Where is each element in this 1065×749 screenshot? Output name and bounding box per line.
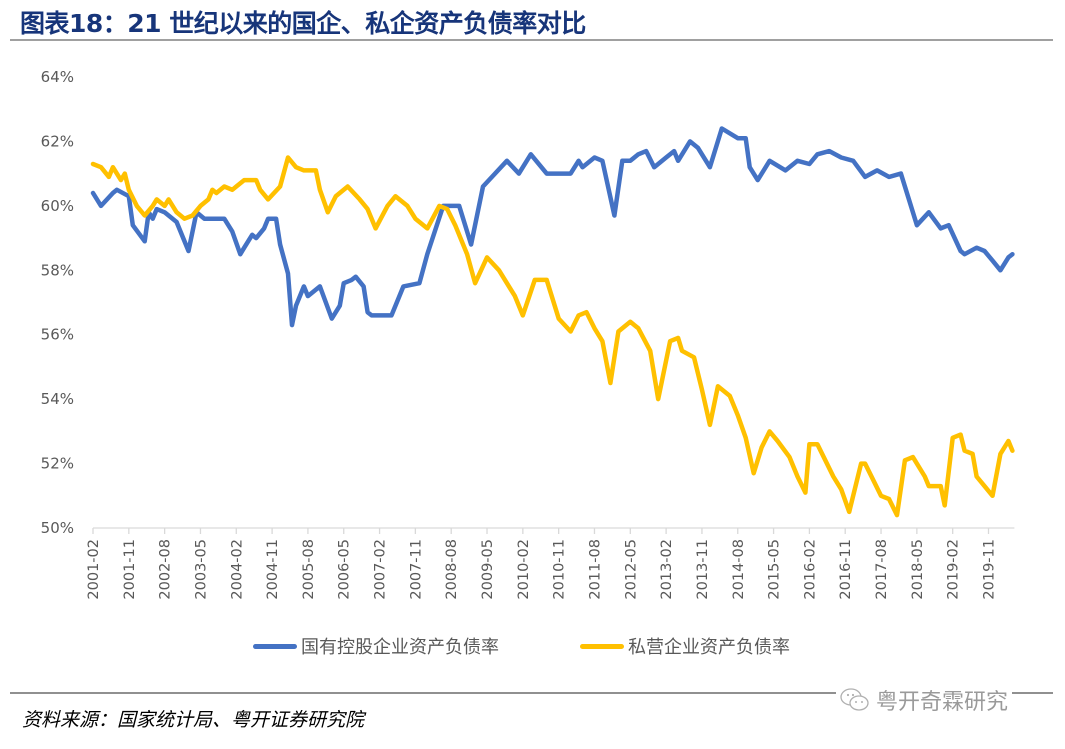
x-tick-label: 2007-02: [373, 539, 389, 600]
y-tick-label: 54%: [41, 390, 74, 408]
x-tick-label: 2001-02: [86, 539, 102, 600]
watermark: 粤开奇霖研究: [836, 684, 1013, 716]
x-tick-label: 2001-11: [122, 539, 138, 600]
x-tick-label: 2018-05: [910, 539, 926, 600]
x-tick-label: 2010-11: [552, 539, 568, 600]
x-tick-label: 2003-05: [193, 539, 209, 600]
y-tick-label: 56%: [41, 326, 74, 344]
x-tick-label: 2016-11: [838, 539, 854, 600]
legend-label-private: 私营企业资产负债率: [628, 637, 790, 658]
x-tick-label: 2016-02: [802, 539, 818, 600]
title-divider: [10, 39, 1053, 41]
y-tick-label: 62%: [41, 132, 74, 150]
x-tick-label: 2019-02: [946, 539, 962, 600]
y-axis: 50% 52% 54% 56% 58% 60% 62% 64%: [41, 68, 74, 537]
x-tick-label: 2004-11: [265, 539, 281, 600]
wechat-icon: [840, 688, 869, 711]
x-tick-label: 2013-11: [695, 539, 711, 600]
x-tick-label: 2002-08: [158, 539, 174, 600]
x-tick-label: 2017-08: [874, 539, 890, 600]
legend: 国有控股企业资产负债率 私营企业资产负债率: [0, 633, 1065, 659]
x-tick-label: 2015-05: [767, 539, 783, 600]
legend-swatch-private: [580, 643, 624, 649]
x-tick-label: 2009-05: [480, 539, 496, 600]
x-tick-label: 2019-11: [982, 539, 998, 600]
series-layer: [90, 126, 1015, 518]
x-tick-label: 2011-08: [587, 539, 603, 600]
y-tick-label: 58%: [41, 261, 74, 279]
source-note: 资料来源：国家统计局、粤开证券研究院: [22, 709, 365, 731]
y-tick-label: 50%: [41, 519, 74, 537]
chart-title: 图表18：21 世纪以来的国企、私企资产负债率对比: [20, 9, 586, 38]
x-axis: 2001-02 2001-11 2002-08 2003-05 2004-02 2004-…: [86, 527, 1015, 600]
x-tick-label: 2013-02: [659, 539, 675, 600]
x-tick-label: 2006-05: [337, 539, 353, 600]
legend-label-soe: 国有控股企业资产负债率: [301, 637, 499, 658]
x-tick-label: 2010-02: [516, 539, 532, 600]
series-line-private: [90, 155, 1015, 518]
y-tick-label: 64%: [41, 68, 74, 86]
series-line-soe: [90, 126, 1015, 328]
footer-divider: [10, 692, 1053, 694]
legend-item-private: 私营企业资产负债率: [580, 633, 790, 659]
y-tick-label: 52%: [41, 455, 74, 473]
watermark-text: 粤开奇霖研究: [876, 690, 1009, 715]
x-tick-label: 2004-02: [229, 539, 245, 600]
y-tick-label: 60%: [41, 197, 74, 215]
legend-item-soe: 国有控股企业资产负债率: [253, 633, 499, 659]
x-tick-label: 2007-11: [408, 539, 424, 600]
x-tick-label: 2008-08: [444, 539, 460, 600]
x-tick-label: 2014-08: [731, 539, 747, 600]
legend-swatch-soe: [253, 643, 297, 649]
x-tick-label: 2005-08: [301, 539, 317, 600]
x-tick-label: 2012-05: [623, 539, 639, 600]
line-chart: 50%52%54%56%58%60%62%64% 2001-02 2001-11 2…: [41, 68, 1015, 600]
